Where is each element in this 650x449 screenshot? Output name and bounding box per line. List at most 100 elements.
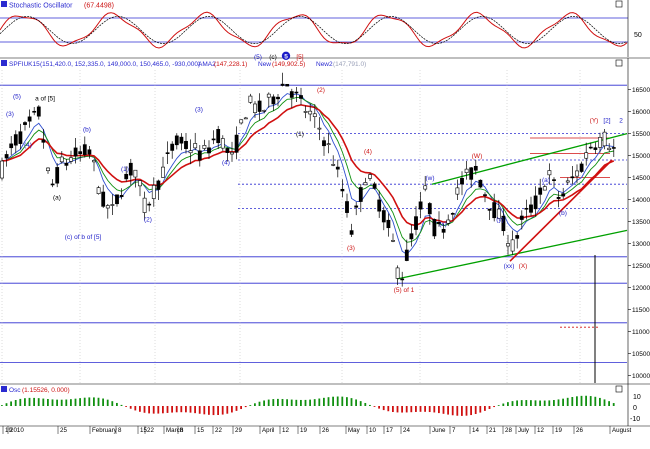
oscillator-bar [37, 398, 40, 406]
candle-body [87, 149, 92, 155]
oscillator-bar [203, 406, 206, 415]
date-label: 12 [537, 427, 544, 434]
candle-body [82, 144, 87, 155]
oscillator-bar [355, 399, 357, 406]
date-label: August [612, 427, 632, 434]
new-value: (149,902.5) [272, 61, 305, 68]
oscillator-bar [520, 400, 523, 406]
candle-body [368, 174, 372, 179]
oscillator-bar [442, 406, 445, 414]
candle-body [432, 219, 437, 237]
candle-body [409, 233, 414, 240]
oscillator-bar [327, 397, 330, 406]
candle-body [96, 187, 101, 194]
oscillator-bar [470, 406, 472, 416]
oscillator-bar [208, 406, 210, 415]
wave-label: (c) of b of [5] [65, 234, 102, 241]
oscillator-panel: Osc (1.15526, 0.000) 10 0 -10 [0, 383, 650, 426]
candle-body [460, 177, 464, 185]
panel-menu-icon[interactable] [1, 386, 7, 392]
oscillator-bar [74, 398, 77, 406]
candle-body [524, 207, 529, 210]
candle-body [441, 228, 446, 233]
date-label: 17 [386, 427, 393, 434]
candle-body [331, 164, 336, 166]
oscillator-bar [295, 399, 298, 406]
oscillator-bar [447, 406, 449, 415]
oscillator-bar [189, 406, 192, 413]
candle-body [483, 194, 487, 196]
date-label: 26 [322, 427, 329, 434]
price-tick-label: 15500 [632, 131, 650, 138]
candle-body [32, 110, 37, 113]
candle-body [400, 278, 405, 281]
oscillator-bar [157, 406, 160, 414]
date-label: 28 [505, 427, 512, 434]
stochastic-header-bar [0, 0, 628, 9]
oscillator-bar [56, 399, 58, 406]
date-label: February [92, 427, 118, 434]
wave-label: (Y) [590, 118, 599, 125]
date-label: 22 [147, 427, 154, 434]
osc-value: (1.15526, 0.000) [22, 387, 70, 394]
candle-body [197, 150, 202, 161]
panel-close-icon[interactable] [615, 0, 623, 8]
candle-body [230, 152, 234, 155]
candle-body [395, 267, 400, 279]
candle-body [165, 152, 170, 154]
oscillator-bar [433, 406, 436, 413]
wave-label: (y) [496, 217, 504, 224]
candle-body [105, 205, 110, 209]
panel-menu-icon[interactable] [1, 60, 7, 66]
red-trendline [509, 159, 613, 262]
oscillator-bar [539, 400, 541, 406]
oscillator-bar [28, 397, 31, 406]
oscillator-bar [451, 406, 454, 416]
oscillator-bar [553, 400, 555, 406]
panel-close-icon[interactable] [615, 385, 623, 393]
oscillator-bar [235, 406, 238, 411]
date-label: 22 [215, 427, 222, 434]
oscillator-bar [346, 397, 348, 406]
date-label: June [432, 427, 446, 434]
oscillator-bar [106, 399, 109, 406]
candle-body [519, 215, 524, 220]
price-tick-label: 16000 [632, 109, 650, 116]
candle-body [492, 202, 497, 219]
oscillator-bar [484, 406, 486, 411]
price-tick-label: 10000 [632, 373, 650, 380]
candle-body [119, 194, 124, 197]
candle-body [115, 194, 119, 205]
panel-close-icon[interactable] [615, 59, 623, 67]
candle-body [151, 185, 156, 199]
wave-label: (3) [6, 111, 14, 118]
date-label: 19 [555, 427, 562, 434]
oscillator-bar [359, 401, 362, 406]
candle-body [584, 152, 589, 159]
candle-body [55, 167, 60, 184]
oscillator-bar [511, 401, 514, 406]
candle-body [92, 160, 96, 163]
candle-body [248, 95, 253, 103]
wave-label: (1) [296, 131, 304, 138]
date-label: 25 [60, 427, 67, 434]
date-label: 10 [369, 427, 376, 434]
candle-body [418, 201, 423, 210]
wave-label: [5] [296, 54, 303, 61]
candle-body [50, 183, 55, 186]
candle-body [326, 143, 331, 146]
osc-tick-10: 10 [633, 394, 641, 401]
wave-five-badge-icon [281, 51, 291, 60]
candle-body [262, 110, 267, 112]
oscillator-bar [162, 406, 164, 414]
moving-averages [1, 93, 615, 255]
osc-tick-minus10: -10 [630, 416, 640, 423]
oscillator-bar [194, 406, 196, 414]
oscillator-bar [313, 399, 316, 406]
candle-body [23, 122, 27, 125]
panel-menu-icon[interactable] [1, 1, 7, 7]
oscillator-bar [415, 406, 417, 412]
candle-body [128, 162, 133, 176]
oscillator-bar [594, 396, 597, 406]
